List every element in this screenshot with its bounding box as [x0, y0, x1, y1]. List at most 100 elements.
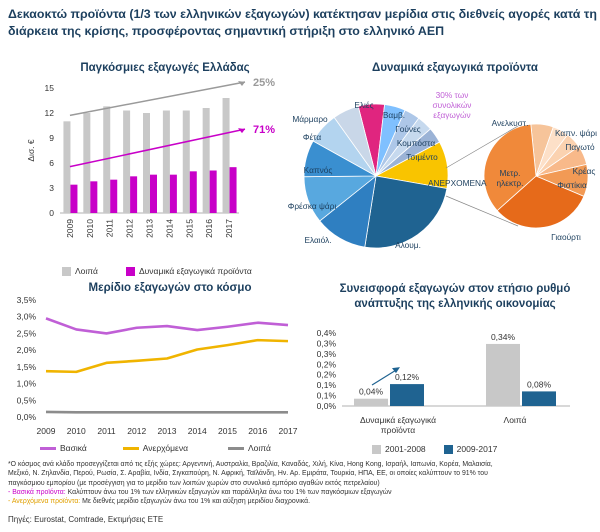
- legend-swatch-other: [62, 266, 71, 276]
- gdp-ytick: 0,1%: [317, 391, 337, 401]
- gdp-bar-label: 0,34%: [491, 332, 516, 342]
- exports-trend-other: [69, 81, 246, 117]
- gdp-ytick: 0,2%: [317, 359, 337, 369]
- gdp-ytick: 0,2%: [317, 370, 337, 380]
- pie-slice-label: Μάρμαρο: [292, 114, 328, 124]
- legend-label-basic: Βασικά: [60, 443, 87, 453]
- exports-xtick: 2010: [85, 219, 95, 238]
- gdp-cat-dynamic: Δυναμικά εξαγωγικά προϊόντα: [359, 415, 437, 435]
- pie-slice-label: Ελαιόλ.: [304, 235, 331, 245]
- exports-bar-other: [182, 110, 190, 213]
- exports-ytick: 15: [45, 83, 55, 93]
- gdp-bar: [354, 398, 388, 406]
- gdp-ytick: 0,4%: [317, 328, 337, 338]
- pie-connector-top: [445, 125, 519, 169]
- share-series-line: [45, 317, 289, 335]
- exports-xtick: 2015: [184, 219, 194, 238]
- legend-label-2009: 2009-2017: [456, 444, 498, 454]
- footnote-basic-text: Καλύπτουν άνω του 1% των ελληνικών εξαγω…: [65, 488, 392, 496]
- exports-xtick: 2009: [65, 219, 75, 238]
- share-ytick: 1,0%: [17, 379, 37, 389]
- pie-chart: Ελιές Βαμβ. Γούνες Κομπόστα Τσιμέντο ΑΝΕΡΧΟΜΕ…: [288, 90, 597, 250]
- pie-chart-title: Δυναμικά εξαγωγικά προϊόντα: [372, 62, 538, 74]
- sub-pie-slice-label: Παγωτό: [565, 142, 595, 152]
- share-ytick: 0,0%: [17, 412, 37, 422]
- share-xtick: 2017: [279, 426, 298, 436]
- exports-legend: Λοιπά Δυναμικά εξαγωγικά προϊόντα: [62, 266, 252, 276]
- sub-pie-slice: [496, 175, 585, 229]
- exports-bar-other: [202, 108, 210, 213]
- share-xtick: 2009: [37, 426, 56, 436]
- share-xtick: 2011: [97, 426, 116, 436]
- exports-trend-other-arrow: [238, 81, 245, 86]
- share-xtick: 2012: [127, 426, 146, 436]
- share-ytick: 0,5%: [17, 395, 37, 405]
- exports-bar-dynamic: [90, 181, 98, 213]
- legend-swatch-2009: [443, 444, 453, 454]
- gdp-bar: [522, 391, 556, 406]
- gdp-ytick: 0,3%: [317, 338, 337, 348]
- exports-xtick: 2011: [105, 219, 115, 238]
- sub-pie-slice-label: Φιστίκια: [557, 180, 587, 190]
- pie-slice-label: Αλουμ.: [395, 240, 421, 250]
- pie-slice-label: Φρέσκα ψάρι: [288, 201, 336, 211]
- share-xtick: 2014: [188, 426, 207, 436]
- exports-anno-dynamic: 71%: [253, 124, 275, 136]
- exports-ytick: 6: [49, 158, 54, 168]
- exports-chart-title: Παγκόσμιες εξαγωγές Ελλάδας: [80, 62, 250, 74]
- exports-bar-other: [162, 110, 170, 213]
- exports-bar-other: [222, 98, 230, 213]
- exports-xtick: 2012: [125, 219, 135, 238]
- share-ytick: 3,0%: [17, 312, 37, 322]
- exports-bar-dynamic: [209, 170, 217, 213]
- gdp-trend-arrow-head: [392, 367, 400, 374]
- sub-pie-slice-label: Κρέας: [573, 166, 596, 176]
- exports-ytick: 0: [49, 208, 54, 218]
- exports-ytick: 12: [45, 108, 55, 118]
- gdp-chart-title: Συνεισφορά εξαγωγών στον ετήσιο ρυθμό αν…: [339, 283, 571, 310]
- exports-chart: 0 3 6 9 12 15 Δισ. € 2009 2010 2011 2012 2013 2014 20…: [26, 78, 275, 238]
- share-xtick: 2013: [158, 426, 177, 436]
- gdp-trend-arrow-line: [371, 369, 397, 386]
- exports-xtick: 2016: [204, 219, 214, 238]
- headline: Δεκαοκτώ προϊόντα (1/3 των ελληνικών εξα…: [8, 7, 597, 38]
- legend-line-emerging: [122, 446, 139, 450]
- gdp-legend: 2001-2008 2009-2017: [372, 444, 497, 454]
- share-ytick: 2,0%: [17, 345, 37, 355]
- sub-pie-slice-label: Καπν. ψάρι: [555, 128, 597, 138]
- exports-anno-other: 25%: [253, 78, 275, 89]
- share-chart: 0,0% 0,5% 1,0% 1,5% 2,0% 2,5% 3,0% 3,5% 2009 2010…: [17, 295, 298, 436]
- exports-ytick: 9: [49, 133, 54, 143]
- gdp-ytick: 0,1%: [317, 380, 337, 390]
- gdp-ytick: 0,0%: [317, 401, 337, 411]
- gdp-bar: [390, 384, 424, 406]
- pie-slice-label: Φέτα: [303, 132, 321, 142]
- gdp-bar-label: 0,04%: [359, 387, 384, 397]
- footnote-basic: - Βασικά προϊόντα: Καλύπτουν άνω του 1% …: [8, 488, 596, 497]
- gdp-bar-label: 0,12%: [395, 372, 420, 382]
- legend-swatch-dynamic: [125, 266, 135, 276]
- footnote: *Ο κόσμος ανά κλάδο προσεγγίζεται από τι…: [8, 460, 596, 506]
- legend-label-2001: 2001-2008: [385, 444, 426, 454]
- share-ytick: 3,5%: [17, 295, 37, 305]
- source-note: Πηγές: Eurostat, Comtrade, Εκτιμήσεις ΕΤ…: [8, 515, 164, 524]
- pie-slice-label: Γούνες: [395, 124, 421, 134]
- exports-bar-other: [103, 106, 111, 213]
- legend-line-basic: [40, 446, 56, 450]
- exports-trend-dynamic-arrow: [238, 128, 245, 134]
- exports-bar-other: [143, 113, 150, 213]
- share-chart-title: Μερίδιο εξαγωγών στο κόσμο: [88, 282, 252, 294]
- pie-slice-label: Καπνός: [304, 165, 333, 175]
- pie-slice-label: Βαμβ.: [383, 110, 405, 120]
- pie-slice-label: Κομπόστα: [397, 138, 435, 148]
- pie-slice: [333, 105, 377, 177]
- exports-bar-dynamic: [70, 184, 78, 213]
- share-legend: Βασικά Ανερχόμενα Λοιπά: [40, 443, 271, 453]
- exports-trend-dynamic: [69, 128, 246, 168]
- exports-xtick: 2017: [224, 219, 234, 238]
- gdp-bar: [486, 343, 520, 406]
- gdp-ytick: 0,3%: [317, 349, 337, 359]
- exports-xtick: 2014: [164, 219, 174, 238]
- share-xtick: 2010: [67, 426, 86, 436]
- exports-bar-dynamic: [189, 171, 197, 213]
